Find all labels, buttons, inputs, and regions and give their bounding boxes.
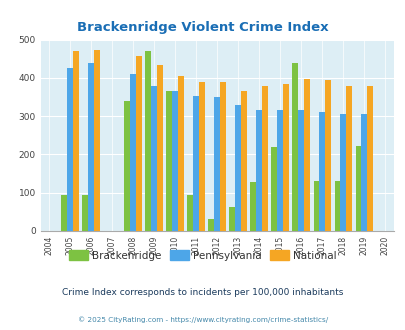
Bar (339, 114, 345, 231)
Bar (157, 65, 162, 231)
Text: © 2025 CityRating.com - https://www.cityrating.com/crime-statistics/: © 2025 CityRating.com - https://www.city… (78, 316, 327, 323)
Bar (277, 111, 283, 231)
Bar (241, 90, 247, 231)
Bar (178, 76, 183, 231)
Bar (136, 56, 142, 231)
Bar (82, 195, 88, 231)
Bar (73, 51, 79, 231)
Text: Crime Index corresponds to incidents per 100,000 inhabitants: Crime Index corresponds to incidents per… (62, 287, 343, 297)
Bar (124, 101, 130, 231)
Bar (345, 85, 351, 231)
Bar (303, 79, 309, 231)
Bar (256, 111, 262, 231)
Bar (151, 85, 157, 231)
Bar (145, 51, 151, 231)
Bar (208, 219, 214, 231)
Bar (292, 63, 298, 231)
Bar (271, 147, 277, 231)
Bar (298, 111, 303, 231)
Bar (94, 50, 100, 231)
Bar (283, 84, 288, 231)
Bar (367, 85, 372, 231)
Bar (235, 106, 241, 231)
Bar (355, 146, 360, 231)
Bar (88, 63, 94, 231)
Legend: Brackenridge, Pennsylvania, National: Brackenridge, Pennsylvania, National (65, 246, 340, 265)
Bar (193, 96, 198, 231)
Bar (313, 181, 319, 231)
Bar (198, 82, 205, 231)
Bar (220, 82, 226, 231)
Bar (61, 195, 67, 231)
Bar (262, 86, 267, 231)
Bar (324, 80, 330, 231)
Bar (360, 114, 367, 231)
Bar (229, 207, 235, 231)
Bar (166, 91, 172, 231)
Bar (172, 91, 178, 231)
Bar (334, 181, 339, 231)
Bar (67, 68, 73, 231)
Text: Brackenridge Violent Crime Index: Brackenridge Violent Crime Index (77, 21, 328, 34)
Bar (187, 195, 193, 231)
Bar (214, 97, 220, 231)
Bar (319, 112, 324, 231)
Bar (250, 182, 256, 231)
Bar (130, 74, 136, 231)
